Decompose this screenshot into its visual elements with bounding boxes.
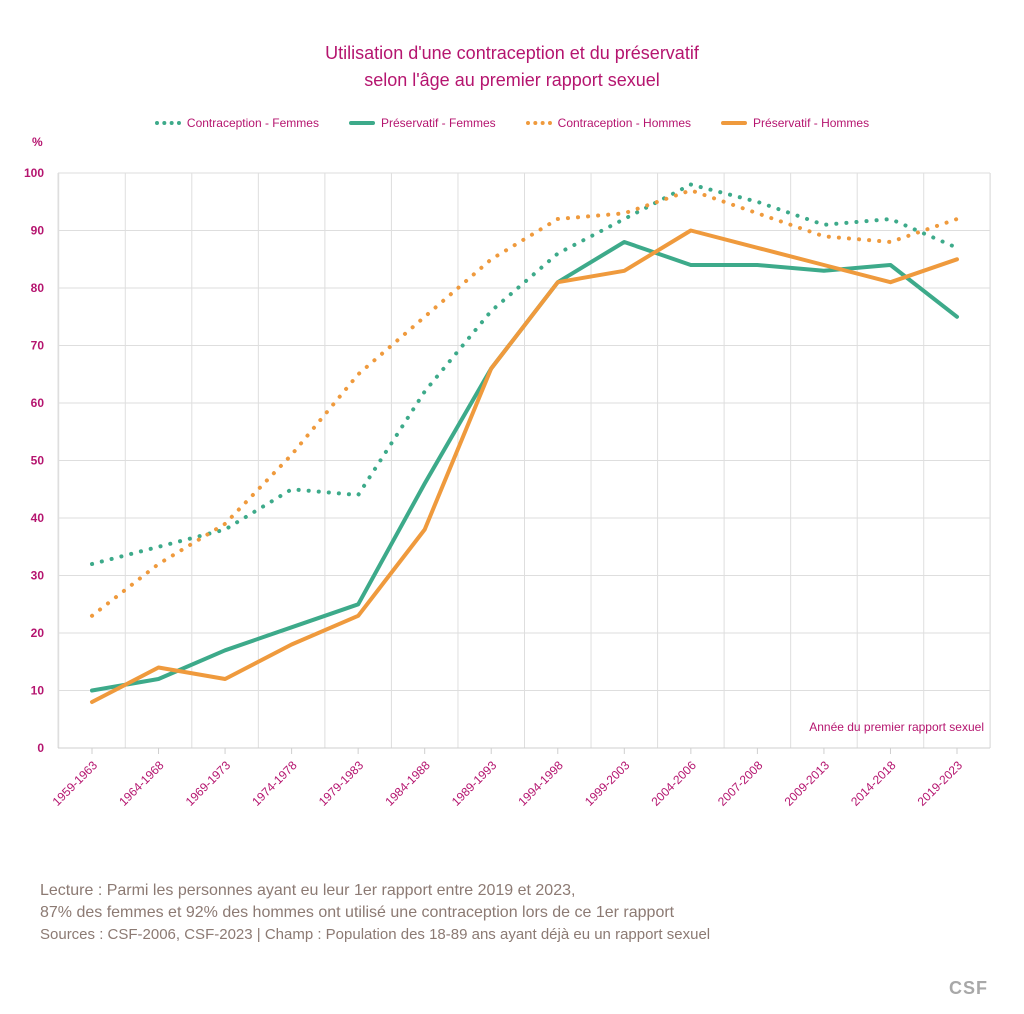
- x-tick-label: 1989-1993: [449, 758, 500, 809]
- x-tick-label: 1974-1978: [249, 758, 300, 809]
- x-tick-label: 1969-1973: [183, 758, 234, 809]
- x-tick-label: 1959-1963: [50, 758, 101, 809]
- x-tick-label: 2007-2008: [715, 758, 766, 809]
- y-tick-label: 20: [31, 626, 45, 640]
- y-axis-unit: %: [32, 135, 43, 149]
- legend-swatch-contraception-hommes: [525, 121, 552, 125]
- legend-item-contraception-femmes: Contraception - Femmes: [154, 116, 319, 130]
- sources-note: Sources : CSF-2006, CSF-2023 | Champ : P…: [40, 926, 711, 943]
- legend-swatch-preservatif-hommes: [721, 121, 748, 125]
- x-tick-label: 2014-2018: [848, 758, 899, 809]
- x-tick-label: 2004-2006: [648, 758, 699, 809]
- chart-subtitle: selon l'âge au premier rapport sexuel: [364, 70, 660, 90]
- legend-label: Préservatif - Hommes: [753, 116, 870, 130]
- y-tick-label: 60: [31, 396, 45, 410]
- chart-notes: Lecture : Parmi les personnes ayant eu l…: [40, 880, 710, 946]
- reading-note-line2: 87% des femmes et 92% des hommes ont uti…: [40, 904, 675, 921]
- legend-swatch-contraception-femmes: [154, 121, 181, 125]
- chart-title-line1: Utilisation d'une contraception et du pr…: [325, 43, 699, 63]
- line-chart: 0 10 20 30 40 50 60 70 80 90 100 1959-1963 1964-196…: [24, 135, 991, 809]
- x-tick-label: 2019-2023: [915, 758, 966, 809]
- y-tick-label: 40: [31, 511, 45, 525]
- y-tick-label: 50: [31, 454, 45, 468]
- legend-label: Contraception - Femmes: [186, 116, 319, 130]
- x-tick-label: 1999-2003: [582, 758, 633, 809]
- chart-legend: Contraception - Femmes Préservatif - Fem…: [0, 116, 1024, 130]
- legend-swatch-preservatif-femmes: [348, 121, 375, 125]
- legend-item-preservatif-hommes: Préservatif - Hommes: [721, 116, 869, 130]
- chart-series: [90, 182, 959, 704]
- y-tick-label: 30: [31, 569, 45, 583]
- x-tick-label: 1994-1998: [515, 758, 566, 809]
- series-line-preservatif-hommes: [90, 228, 959, 704]
- x-axis: 1959-1963 1964-1968 1969-1973 1974-1978 1979…: [50, 747, 990, 809]
- x-tick-label: 2009-2013: [782, 758, 833, 809]
- series-line-contraception-hommes: [90, 188, 959, 618]
- y-tick-label: 0: [37, 741, 44, 755]
- y-tick-label: 70: [31, 339, 45, 353]
- x-axis-title: Année du premier rapport sexuel: [809, 720, 984, 734]
- legend-item-preservatif-femmes: Préservatif - Femmes: [348, 116, 496, 130]
- legend-label: Contraception - Hommes: [557, 116, 692, 130]
- x-tick-label: 1984-1988: [382, 758, 433, 809]
- x-tick-label: 1979-1983: [316, 758, 367, 809]
- chart-grid: [57, 172, 991, 749]
- chart-title: Utilisation d'une contraception et du pr…: [0, 40, 1024, 94]
- reading-note-line1: Lecture : Parmi les personnes ayant eu l…: [40, 882, 576, 899]
- legend-item-contraception-hommes: Contraception - Hommes: [525, 116, 692, 130]
- y-axis: 0 10 20 30 40 50 60 70 80 90 100: [24, 166, 44, 755]
- y-tick-label: 10: [31, 684, 45, 698]
- y-tick-label: 100: [24, 166, 44, 180]
- legend-label: Préservatif - Femmes: [380, 116, 496, 130]
- csf-logo: CSF: [949, 978, 988, 998]
- x-tick-label: 1964-1968: [116, 758, 167, 809]
- series-line-contraception-femmes: [90, 182, 959, 566]
- y-tick-label: 80: [31, 281, 45, 295]
- y-tick-label: 90: [31, 224, 45, 238]
